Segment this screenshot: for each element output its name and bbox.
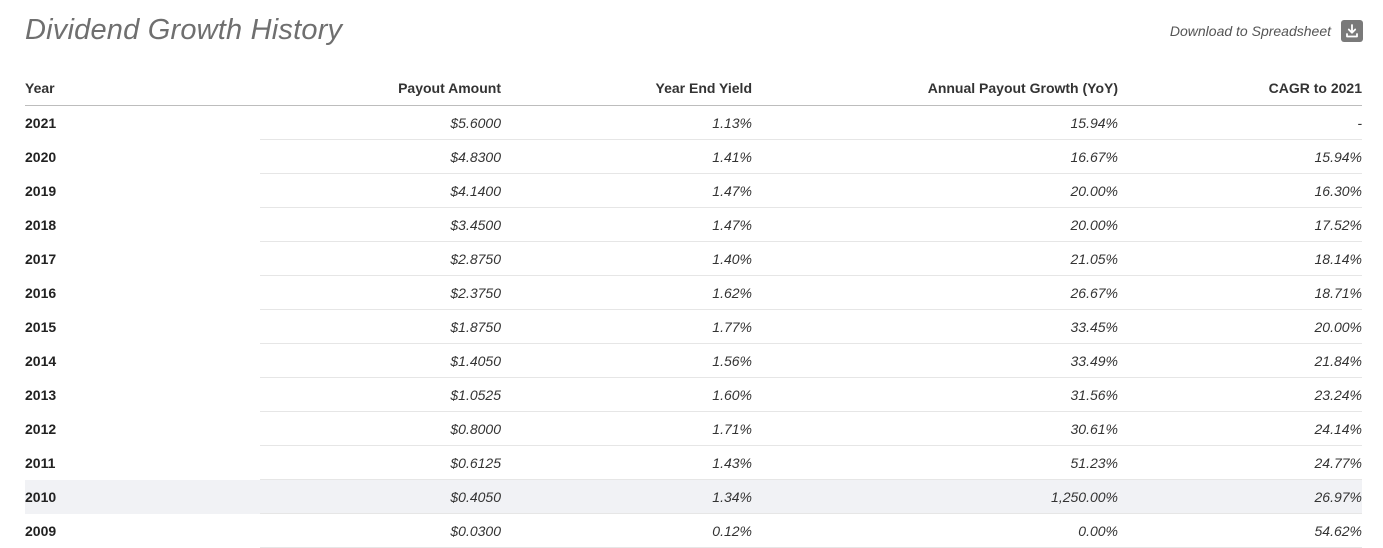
cagr-cell: 24.14% <box>1118 411 1362 446</box>
payout-amount-cell: $4.8300 <box>260 139 501 174</box>
annual-payout-growth-cell: 30.61% <box>752 411 1118 446</box>
year-end-yield-cell: 1.47% <box>501 173 752 208</box>
cagr-cell: 26.97% <box>1118 479 1362 514</box>
table-header-row: Year Payout Amount Year End Yield Annual… <box>25 70 1362 106</box>
dividend-history-table: Year Payout Amount Year End Yield Annual… <box>25 70 1362 548</box>
year-cell: 2015 <box>25 318 57 335</box>
annual-payout-growth-cell: 33.49% <box>752 343 1118 378</box>
annual-payout-growth-cell: 20.00% <box>752 207 1118 242</box>
year-cell: 2013 <box>25 386 57 403</box>
year-end-yield-cell: 1.71% <box>501 411 752 446</box>
page-title: Dividend Growth History <box>25 14 343 46</box>
payout-amount-cell: $1.0525 <box>260 377 501 412</box>
payout-amount-cell: $0.0300 <box>260 513 501 548</box>
payout-amount-cell: $1.8750 <box>260 309 501 344</box>
year-cell: 2012 <box>25 420 57 437</box>
year-cell: 2021 <box>25 114 57 131</box>
payout-amount-cell: $0.4050 <box>260 479 501 514</box>
year-end-yield-cell: 1.34% <box>501 479 752 514</box>
cagr-cell: 17.52% <box>1118 207 1362 242</box>
cagr-cell: 21.84% <box>1118 343 1362 378</box>
payout-amount-cell: $2.8750 <box>260 241 501 276</box>
year-end-yield-cell: 1.43% <box>501 445 752 480</box>
year-cell: 2011 <box>25 454 56 471</box>
table-row: 2011 $0.6125 1.43% 51.23% 24.77% <box>25 445 1362 480</box>
table-row: 2019 $4.1400 1.47% 20.00% 16.30% <box>25 173 1362 208</box>
year-end-yield-cell: 1.56% <box>501 343 752 378</box>
table-row: 2016 $2.3750 1.62% 26.67% 18.71% <box>25 275 1362 310</box>
cagr-cell: 20.00% <box>1118 309 1362 344</box>
year-cell: 2019 <box>25 182 57 199</box>
annual-payout-growth-cell: 1,250.00% <box>752 479 1118 514</box>
cagr-cell: - <box>1118 105 1362 140</box>
download-spreadsheet-button[interactable]: Download to Spreadsheet <box>1170 20 1363 42</box>
table-row: 2017 $2.8750 1.40% 21.05% 18.14% <box>25 241 1362 276</box>
table-row: 2020 $4.8300 1.41% 16.67% 15.94% <box>25 139 1362 174</box>
payout-amount-cell: $4.1400 <box>260 173 501 208</box>
annual-payout-growth-cell: 20.00% <box>752 173 1118 208</box>
annual-payout-growth-cell: 15.94% <box>752 105 1118 140</box>
table-row: 2021 $5.6000 1.13% 15.94% - <box>25 105 1362 140</box>
annual-payout-growth-cell: 33.45% <box>752 309 1118 344</box>
column-header-payout-amount[interactable]: Payout Amount <box>260 70 501 106</box>
cagr-cell: 18.71% <box>1118 275 1362 310</box>
payout-amount-cell: $5.6000 <box>260 105 501 140</box>
cagr-cell: 15.94% <box>1118 139 1362 174</box>
payout-amount-cell: $0.6125 <box>260 445 501 480</box>
year-cell: 2014 <box>25 352 57 369</box>
year-end-yield-cell: 1.47% <box>501 207 752 242</box>
cagr-cell: 18.14% <box>1118 241 1362 276</box>
year-end-yield-cell: 1.62% <box>501 275 752 310</box>
column-header-cagr[interactable]: CAGR to 2021 <box>1118 70 1362 106</box>
table-row: 2015 $1.8750 1.77% 33.45% 20.00% <box>25 309 1362 344</box>
year-cell: 2009 <box>25 522 57 539</box>
annual-payout-growth-cell: 21.05% <box>752 241 1118 276</box>
table-body: 2021 $5.6000 1.13% 15.94% -2020 $4.8300 1.41% 1… <box>25 105 1362 548</box>
year-cell: 2016 <box>25 284 57 301</box>
download-label[interactable]: Download to Spreadsheet <box>1169 23 1331 39</box>
cagr-cell: 54.62% <box>1118 513 1362 548</box>
cagr-cell: 16.30% <box>1118 173 1362 208</box>
annual-payout-growth-cell: 26.67% <box>752 275 1118 310</box>
column-header-annual-payout-growth[interactable]: Annual Payout Growth (YoY) <box>752 70 1118 106</box>
payout-amount-cell: $0.8000 <box>260 411 501 446</box>
annual-payout-growth-cell: 0.00% <box>752 513 1118 548</box>
table-row: 2010 $0.4050 1.34% 1,250.00% 26.97% <box>25 479 1362 514</box>
payout-amount-cell: $1.4050 <box>260 343 501 378</box>
table-row: 2009 $0.0300 0.12% 0.00% 54.62% <box>25 513 1362 548</box>
column-header-year[interactable]: Year <box>25 70 260 106</box>
year-cell: 2018 <box>25 216 57 233</box>
year-cell: 2020 <box>25 148 57 165</box>
year-end-yield-cell: 1.60% <box>501 377 752 412</box>
annual-payout-growth-cell: 31.56% <box>752 377 1118 412</box>
payout-amount-cell: $2.3750 <box>260 275 501 310</box>
table-row: 2018 $3.4500 1.47% 20.00% 17.52% <box>25 207 1362 242</box>
year-end-yield-cell: 1.41% <box>501 139 752 174</box>
year-end-yield-cell: 0.12% <box>501 513 752 548</box>
year-end-yield-cell: 1.77% <box>501 309 752 344</box>
table-row: 2012 $0.8000 1.71% 30.61% 24.14% <box>25 411 1362 446</box>
table-row: 2014 $1.4050 1.56% 33.49% 21.84% <box>25 343 1362 378</box>
year-end-yield-cell: 1.13% <box>501 105 752 140</box>
column-header-year-end-yield[interactable]: Year End Yield <box>501 70 752 106</box>
payout-amount-cell: $3.4500 <box>260 207 501 242</box>
cagr-cell: 24.77% <box>1118 445 1362 480</box>
annual-payout-growth-cell: 51.23% <box>752 445 1118 480</box>
year-end-yield-cell: 1.40% <box>501 241 752 276</box>
download-icon[interactable] <box>1341 20 1363 42</box>
annual-payout-growth-cell: 16.67% <box>752 139 1118 174</box>
table-row: 2013 $1.0525 1.60% 31.56% 23.24% <box>25 377 1362 412</box>
cagr-cell: 23.24% <box>1118 377 1362 412</box>
year-cell: 2017 <box>25 250 57 267</box>
year-cell: 2010 <box>25 479 260 514</box>
